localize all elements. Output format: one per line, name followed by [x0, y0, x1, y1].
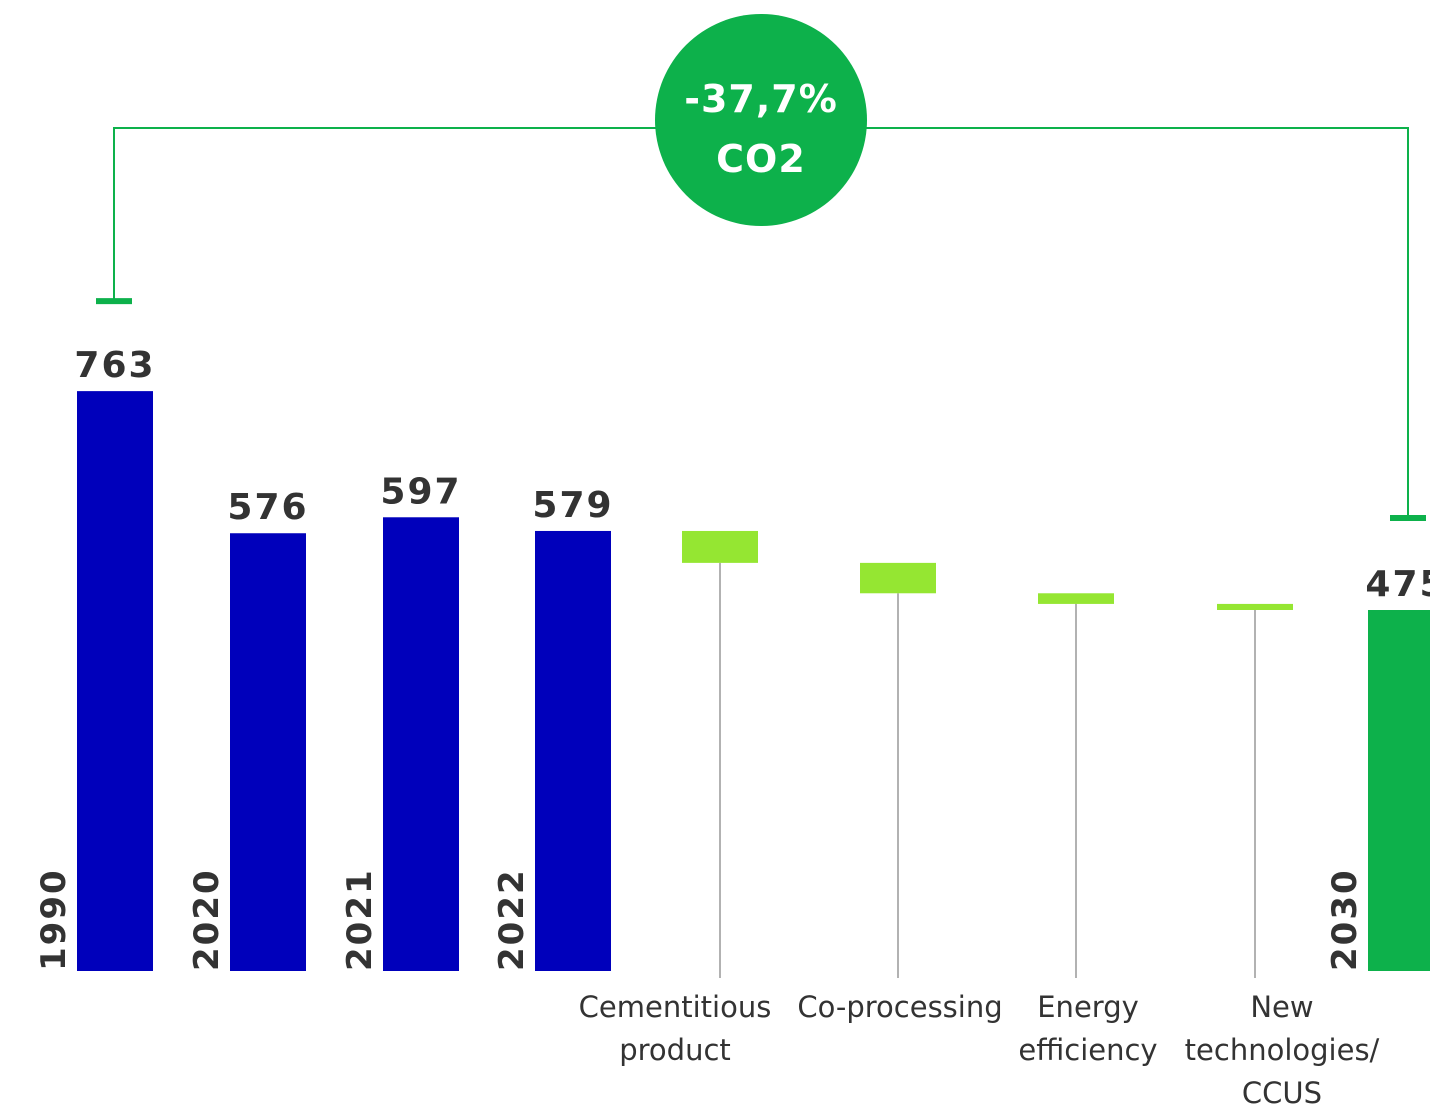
bar: [535, 530, 611, 971]
category-label: 2022: [492, 868, 532, 971]
category-label: Energy efficiency: [1018, 990, 1158, 1067]
value-label: 475: [1365, 564, 1430, 605]
bar: [230, 533, 306, 971]
category-label: 2030: [1325, 868, 1365, 971]
bar: [682, 530, 758, 563]
category-label: 2020: [187, 868, 227, 971]
bar: [77, 391, 153, 971]
bar: [860, 562, 936, 594]
value-label: 763: [74, 345, 155, 386]
category-label: New technologies/ CCUS: [1184, 990, 1380, 1105]
bar: [383, 517, 459, 971]
category-label: 2021: [340, 868, 380, 971]
value-label: 576: [227, 487, 308, 528]
category-label: 1990: [34, 868, 74, 971]
badge-text: -37,7%: [684, 77, 838, 121]
bar: [1038, 593, 1114, 604]
value-label: 579: [532, 485, 613, 526]
category-label: Cementitious product: [578, 990, 772, 1067]
bar: [1217, 603, 1293, 610]
bar: [1368, 610, 1430, 971]
badge-text: CO2: [716, 137, 806, 181]
value-label: 597: [380, 471, 461, 512]
badge: [655, 14, 867, 226]
category-label: Co-processing: [797, 990, 1003, 1024]
